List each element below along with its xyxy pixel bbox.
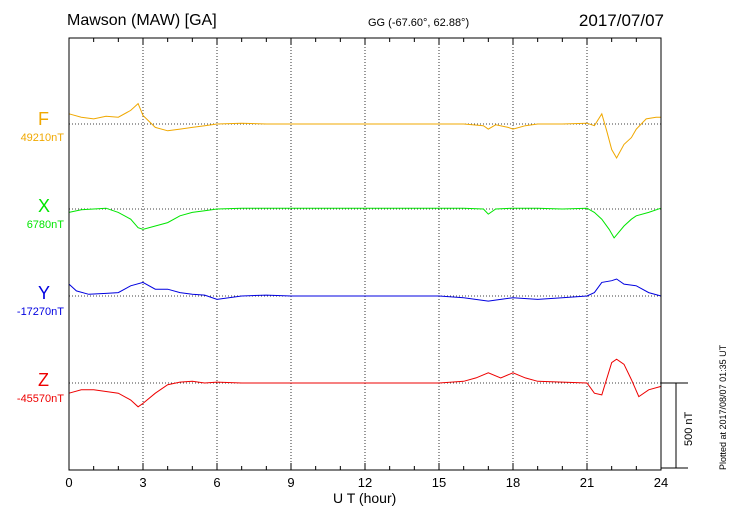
- component-label-y: Y: [38, 283, 51, 303]
- plotted-timestamp: Plotted at 2017/08/07 01:35 UT: [718, 344, 728, 470]
- chart-date: 2017/07/07: [578, 11, 664, 30]
- x-axis-label: U T (hour): [333, 490, 397, 506]
- x-tick-label-21: 21: [579, 475, 595, 490]
- station-title: Mawson (MAW) [GA]: [67, 12, 217, 29]
- baseline-value-y: -17270nT: [16, 306, 64, 318]
- baseline-value-f: 49210nT: [20, 132, 64, 144]
- series-y-line: [68, 278, 662, 302]
- x-tick-label-18: 18: [505, 475, 521, 490]
- baseline-value-x: 6780nT: [26, 219, 64, 231]
- component-label-f: F: [38, 109, 49, 129]
- series-f-line: [68, 102, 661, 160]
- x-tick-label-3: 3: [139, 475, 147, 490]
- baseline-value-z: -45570nT: [16, 393, 64, 405]
- series-z-line: [68, 358, 662, 408]
- x-tick-label-6: 6: [213, 475, 221, 490]
- series-x-line: [68, 207, 662, 239]
- scale-bar-label: 500 nT: [683, 411, 695, 446]
- component-label-z: Z: [38, 370, 49, 390]
- x-tick-label-24: 24: [653, 475, 669, 490]
- x-tick-label-12: 12: [357, 475, 373, 490]
- station-coordinates: GG (-67.60°, 62.88°): [368, 17, 470, 29]
- x-tick-label-0: 0: [65, 475, 73, 490]
- component-label-x: X: [38, 196, 51, 216]
- x-tick-label-15: 15: [431, 475, 447, 490]
- x-tick-label-9: 9: [287, 475, 295, 490]
